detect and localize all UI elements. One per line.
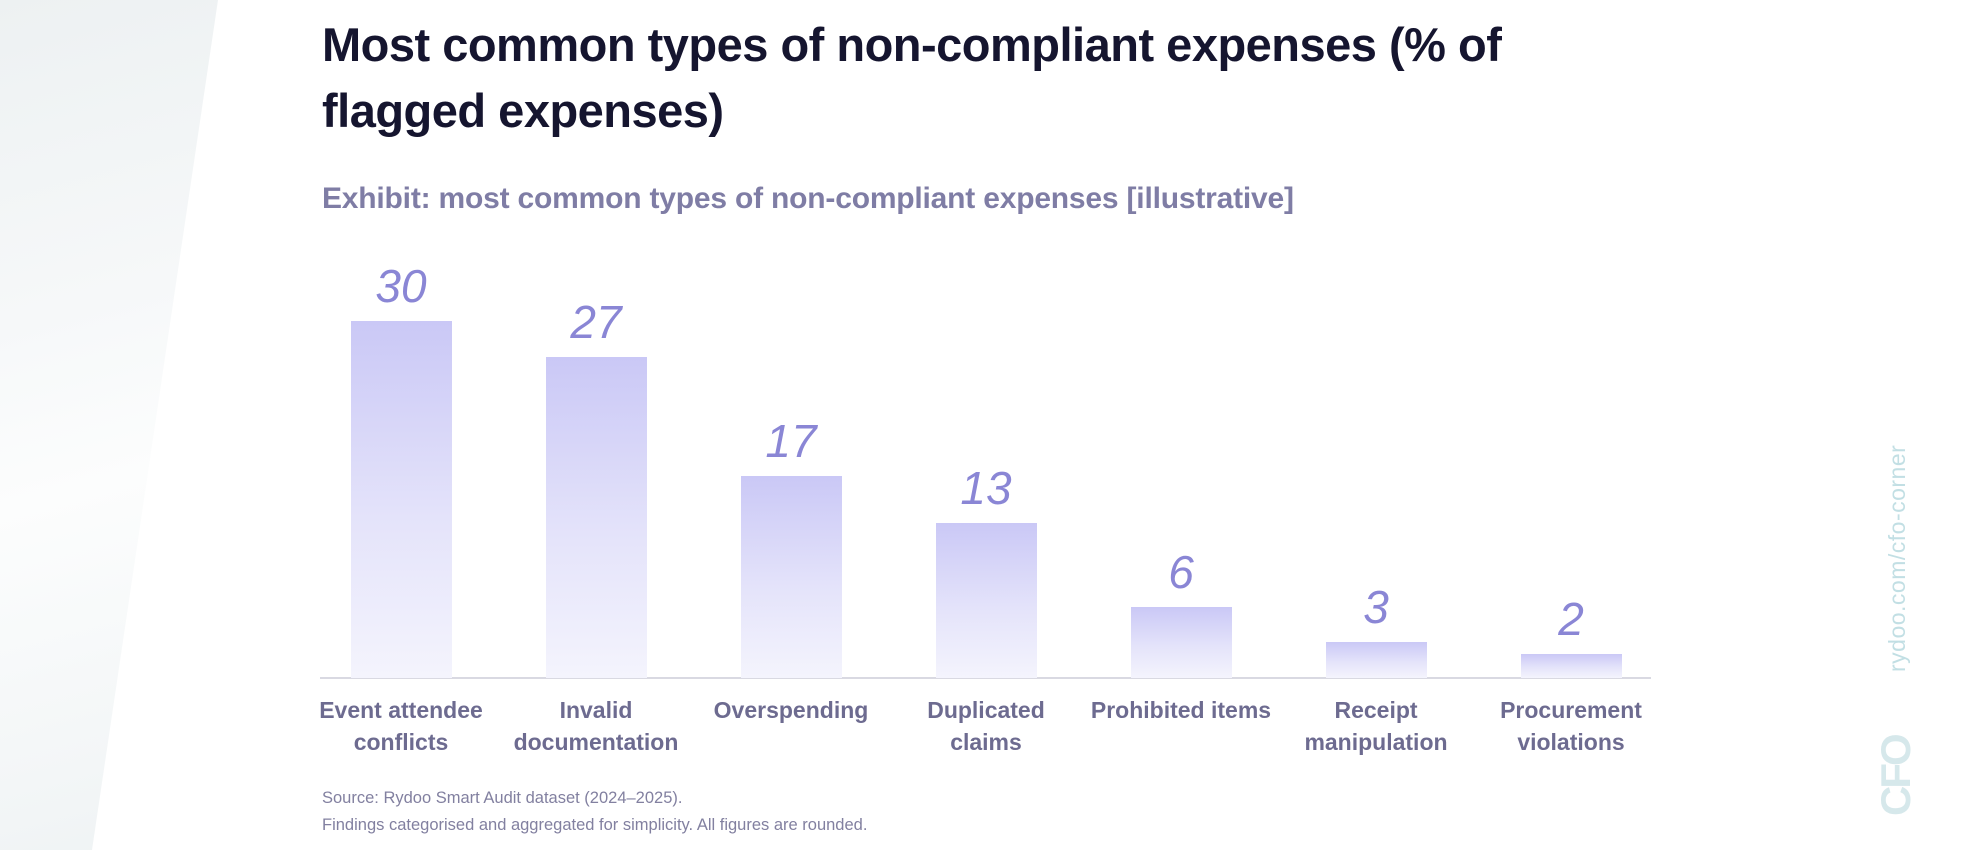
x-axis-label-line: Procurement [1500, 697, 1642, 723]
x-axis-baseline [320, 677, 1651, 679]
x-axis-label-3: Duplicated claims [866, 694, 1106, 758]
x-axis-label-line: Event attendee [319, 697, 483, 723]
exhibit-subtitle: Exhibit: most common types of non-compli… [322, 182, 1294, 215]
x-axis-label-line: Overspending [713, 697, 869, 723]
source-note-line-2: Findings categorised and aggregated for … [322, 816, 868, 834]
x-axis-label-line: Prohibited items [1090, 697, 1272, 723]
bar-value-label-6: 2 [1558, 593, 1584, 645]
bar-0 [350, 321, 452, 678]
page-title-line-2: flagged expenses) [322, 84, 724, 137]
bar-value-label-2: 17 [765, 415, 817, 467]
bar-4 [1130, 607, 1232, 678]
x-axis-label-2: Overspending [671, 694, 911, 726]
bar-2 [740, 476, 842, 678]
x-axis-label-5: Receipt manipulation [1256, 694, 1496, 758]
bar-5 [1325, 642, 1427, 678]
x-axis-label-line: claims [950, 729, 1022, 755]
x-axis-label-line: Duplicated [927, 697, 1045, 723]
source-note: Source: Rydoo Smart Audit dataset (2024–… [322, 785, 867, 839]
x-axis-label-line: Receipt [1334, 697, 1418, 723]
x-axis-label-line: violations [1517, 729, 1625, 755]
x-axis-label-line: conflicts [353, 729, 449, 755]
bar-value-label-5: 3 [1363, 581, 1389, 633]
x-axis-label-4: Prohibited items [1061, 694, 1301, 726]
page-title-line-1: Most common types of non-compliant expen… [322, 18, 1502, 71]
bar-6 [1520, 654, 1622, 678]
source-note-line-1: Source: Rydoo Smart Audit dataset (2024–… [322, 789, 683, 807]
bar-value-label-3: 13 [960, 462, 1012, 514]
x-axis-label-line: manipulation [1304, 729, 1448, 755]
cfo-logo: CFO [1872, 736, 1919, 816]
page-title: Most common types of non-compliant expen… [322, 12, 1622, 144]
x-axis-label-6: Procurement violations [1451, 694, 1691, 758]
bar-value-label-0: 30 [375, 260, 427, 312]
x-axis-label-line: documentation [513, 729, 679, 755]
bar-1 [545, 357, 647, 678]
bar-value-label-4: 6 [1168, 546, 1194, 598]
watermark-url: rydoo.com/cfo-corner [1884, 444, 1910, 672]
x-axis-label-1: Invalid documentation [476, 694, 716, 758]
bar-value-label-1: 27 [570, 296, 622, 348]
x-axis-label-line: Invalid [559, 697, 633, 723]
bar-3 [935, 523, 1037, 678]
x-axis-label-0: Event attendee conflicts [281, 694, 521, 758]
